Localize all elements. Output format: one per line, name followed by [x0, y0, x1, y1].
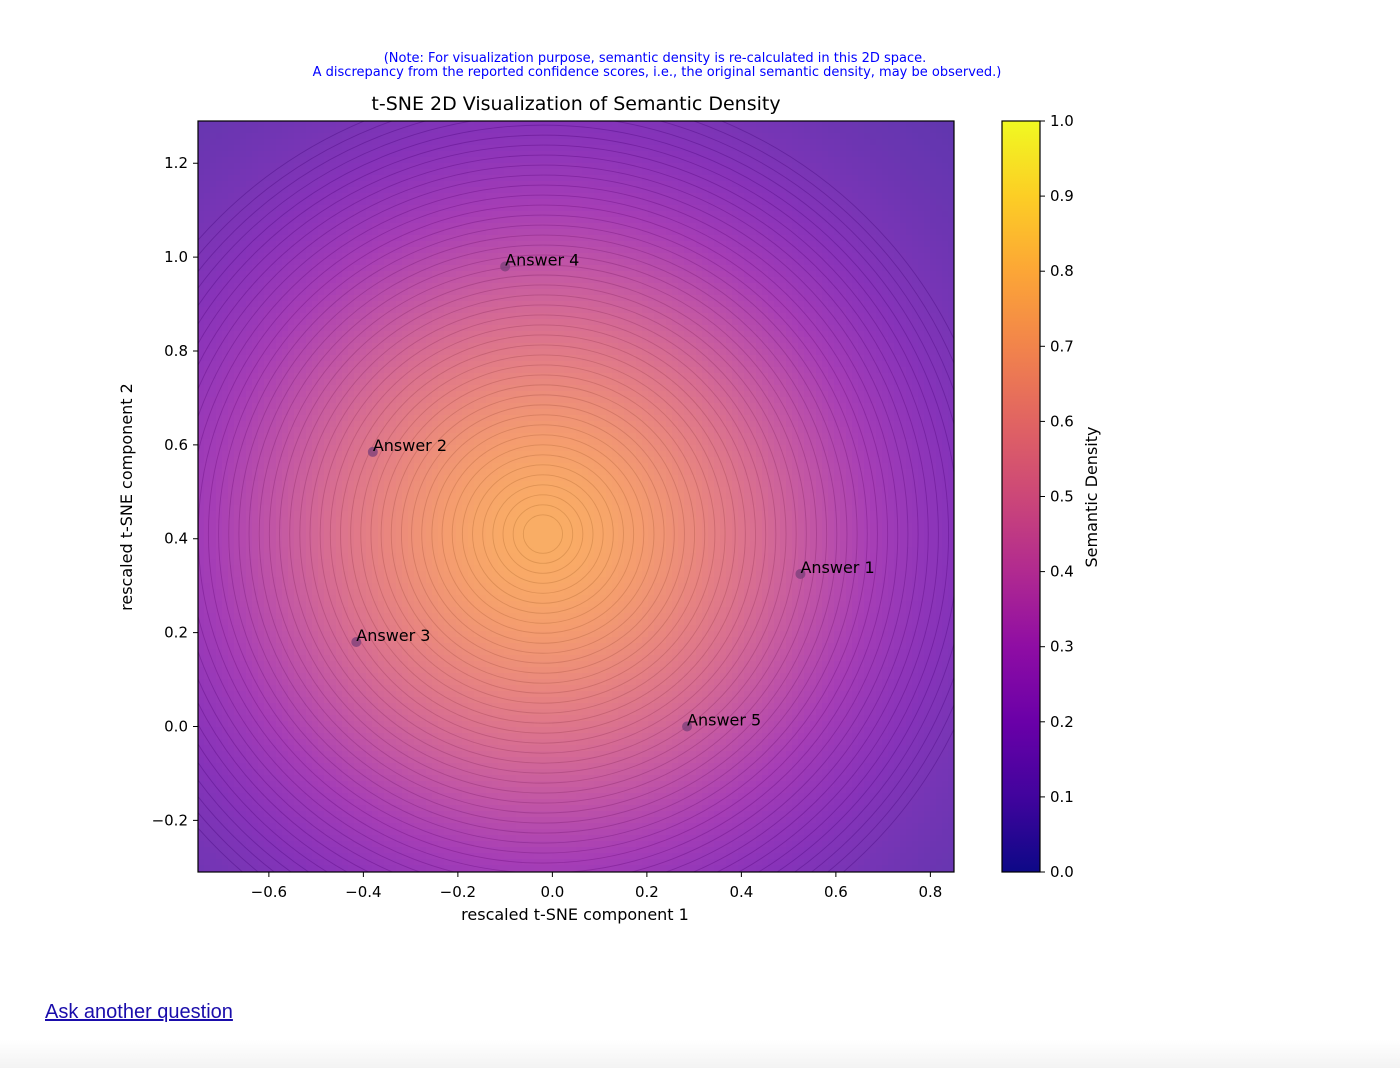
x-tick-label: 0.4 — [729, 883, 753, 901]
colorbar: 0.0 0.1 0.2 0.3 0.4 0.5 0.6 0.7 0.8 0.9 1.0 Semant… — [1001, 112, 1101, 881]
answer-point-1 — [795, 568, 806, 579]
answer-label-4: Answer 4 — [505, 251, 579, 270]
colorbar-gradient — [1001, 120, 1041, 873]
answer-point-5 — [682, 721, 693, 732]
answer-point-3 — [351, 637, 362, 648]
plot-area: Answer 1 Answer 2 Answer 3 Answer 4 Answer 5 — [198, 121, 954, 872]
colorbar-tick-label: 1.0 — [1050, 112, 1074, 130]
colorbar-tick-label: 0.9 — [1050, 187, 1074, 205]
y-tick-label: 0.8 — [164, 342, 188, 360]
y-tick-label: 1.0 — [164, 248, 188, 266]
x-tick-label: 0.8 — [918, 883, 942, 901]
colorbar-tick-label: 0.2 — [1050, 713, 1074, 731]
x-tick-label: 0.2 — [635, 883, 659, 901]
x-tick-label: −0.2 — [440, 883, 476, 901]
y-tick-label: 0.2 — [164, 624, 188, 642]
colorbar-tick-label: 0.1 — [1050, 788, 1074, 806]
colorbar-tick-label: 0.6 — [1050, 412, 1074, 430]
colorbar-tick-label: 0.7 — [1050, 337, 1074, 355]
y-tick-label: 0.4 — [164, 530, 188, 548]
bottom-bar — [0, 1040, 1400, 1068]
colorbar-tick-label: 0.4 — [1050, 563, 1074, 581]
chart-note-line-2: A discrepancy from the reported confiden… — [313, 65, 1002, 80]
x-tick-label: −0.4 — [345, 883, 381, 901]
chart-title: t-SNE 2D Visualization of Semantic Densi… — [371, 93, 780, 115]
y-tick-label: 0.0 — [164, 717, 188, 735]
colorbar-ticks: 0.0 0.1 0.2 0.3 0.4 0.5 0.6 0.7 0.8 0.9 1.0 — [1040, 112, 1074, 881]
chart-figure: (Note: For visualization purpose, semant… — [117, 51, 1101, 924]
answer-label-3: Answer 3 — [356, 626, 430, 645]
answer-label-5: Answer 5 — [687, 710, 761, 729]
x-tick-label: 0.6 — [824, 883, 848, 901]
y-axis-label: rescaled t-SNE component 2 — [117, 383, 136, 611]
plot-frame — [197, 120, 955, 873]
contour-lines — [198, 121, 954, 872]
x-tick-label: −0.6 — [251, 883, 287, 901]
colorbar-label: Semantic Density — [1082, 427, 1101, 568]
points-layer: Answer 1 Answer 2 Answer 3 Answer 4 Answer 5 — [351, 251, 875, 732]
answer-label-1: Answer 1 — [800, 558, 874, 577]
colorbar-tick-label: 0.5 — [1050, 488, 1074, 506]
colorbar-tick-label: 0.0 — [1050, 863, 1074, 881]
answer-label-2: Answer 2 — [373, 436, 447, 455]
y-tick-label: 0.6 — [164, 436, 188, 454]
x-axis-label: rescaled t-SNE component 1 — [461, 905, 689, 924]
x-axis: −0.6 −0.4 −0.2 0.0 0.2 0.4 0.6 0.8 — [251, 872, 942, 901]
answer-point-2 — [367, 446, 378, 457]
colorbar-tick-label: 0.3 — [1050, 638, 1074, 656]
colorbar-tick-label: 0.8 — [1050, 262, 1074, 280]
x-tick-label: 0.0 — [540, 883, 564, 901]
y-tick-label: 1.2 — [164, 154, 188, 172]
density-fill — [198, 121, 954, 872]
y-tick-label: −0.2 — [152, 811, 188, 829]
y-axis: −0.2 0.0 0.2 0.4 0.6 0.8 1.0 1.2 — [152, 154, 198, 829]
ask-another-question-link[interactable]: Ask another question — [45, 1001, 233, 1023]
chart-note-line-1: (Note: For visualization purpose, semant… — [384, 51, 927, 66]
answer-point-4 — [500, 261, 511, 272]
